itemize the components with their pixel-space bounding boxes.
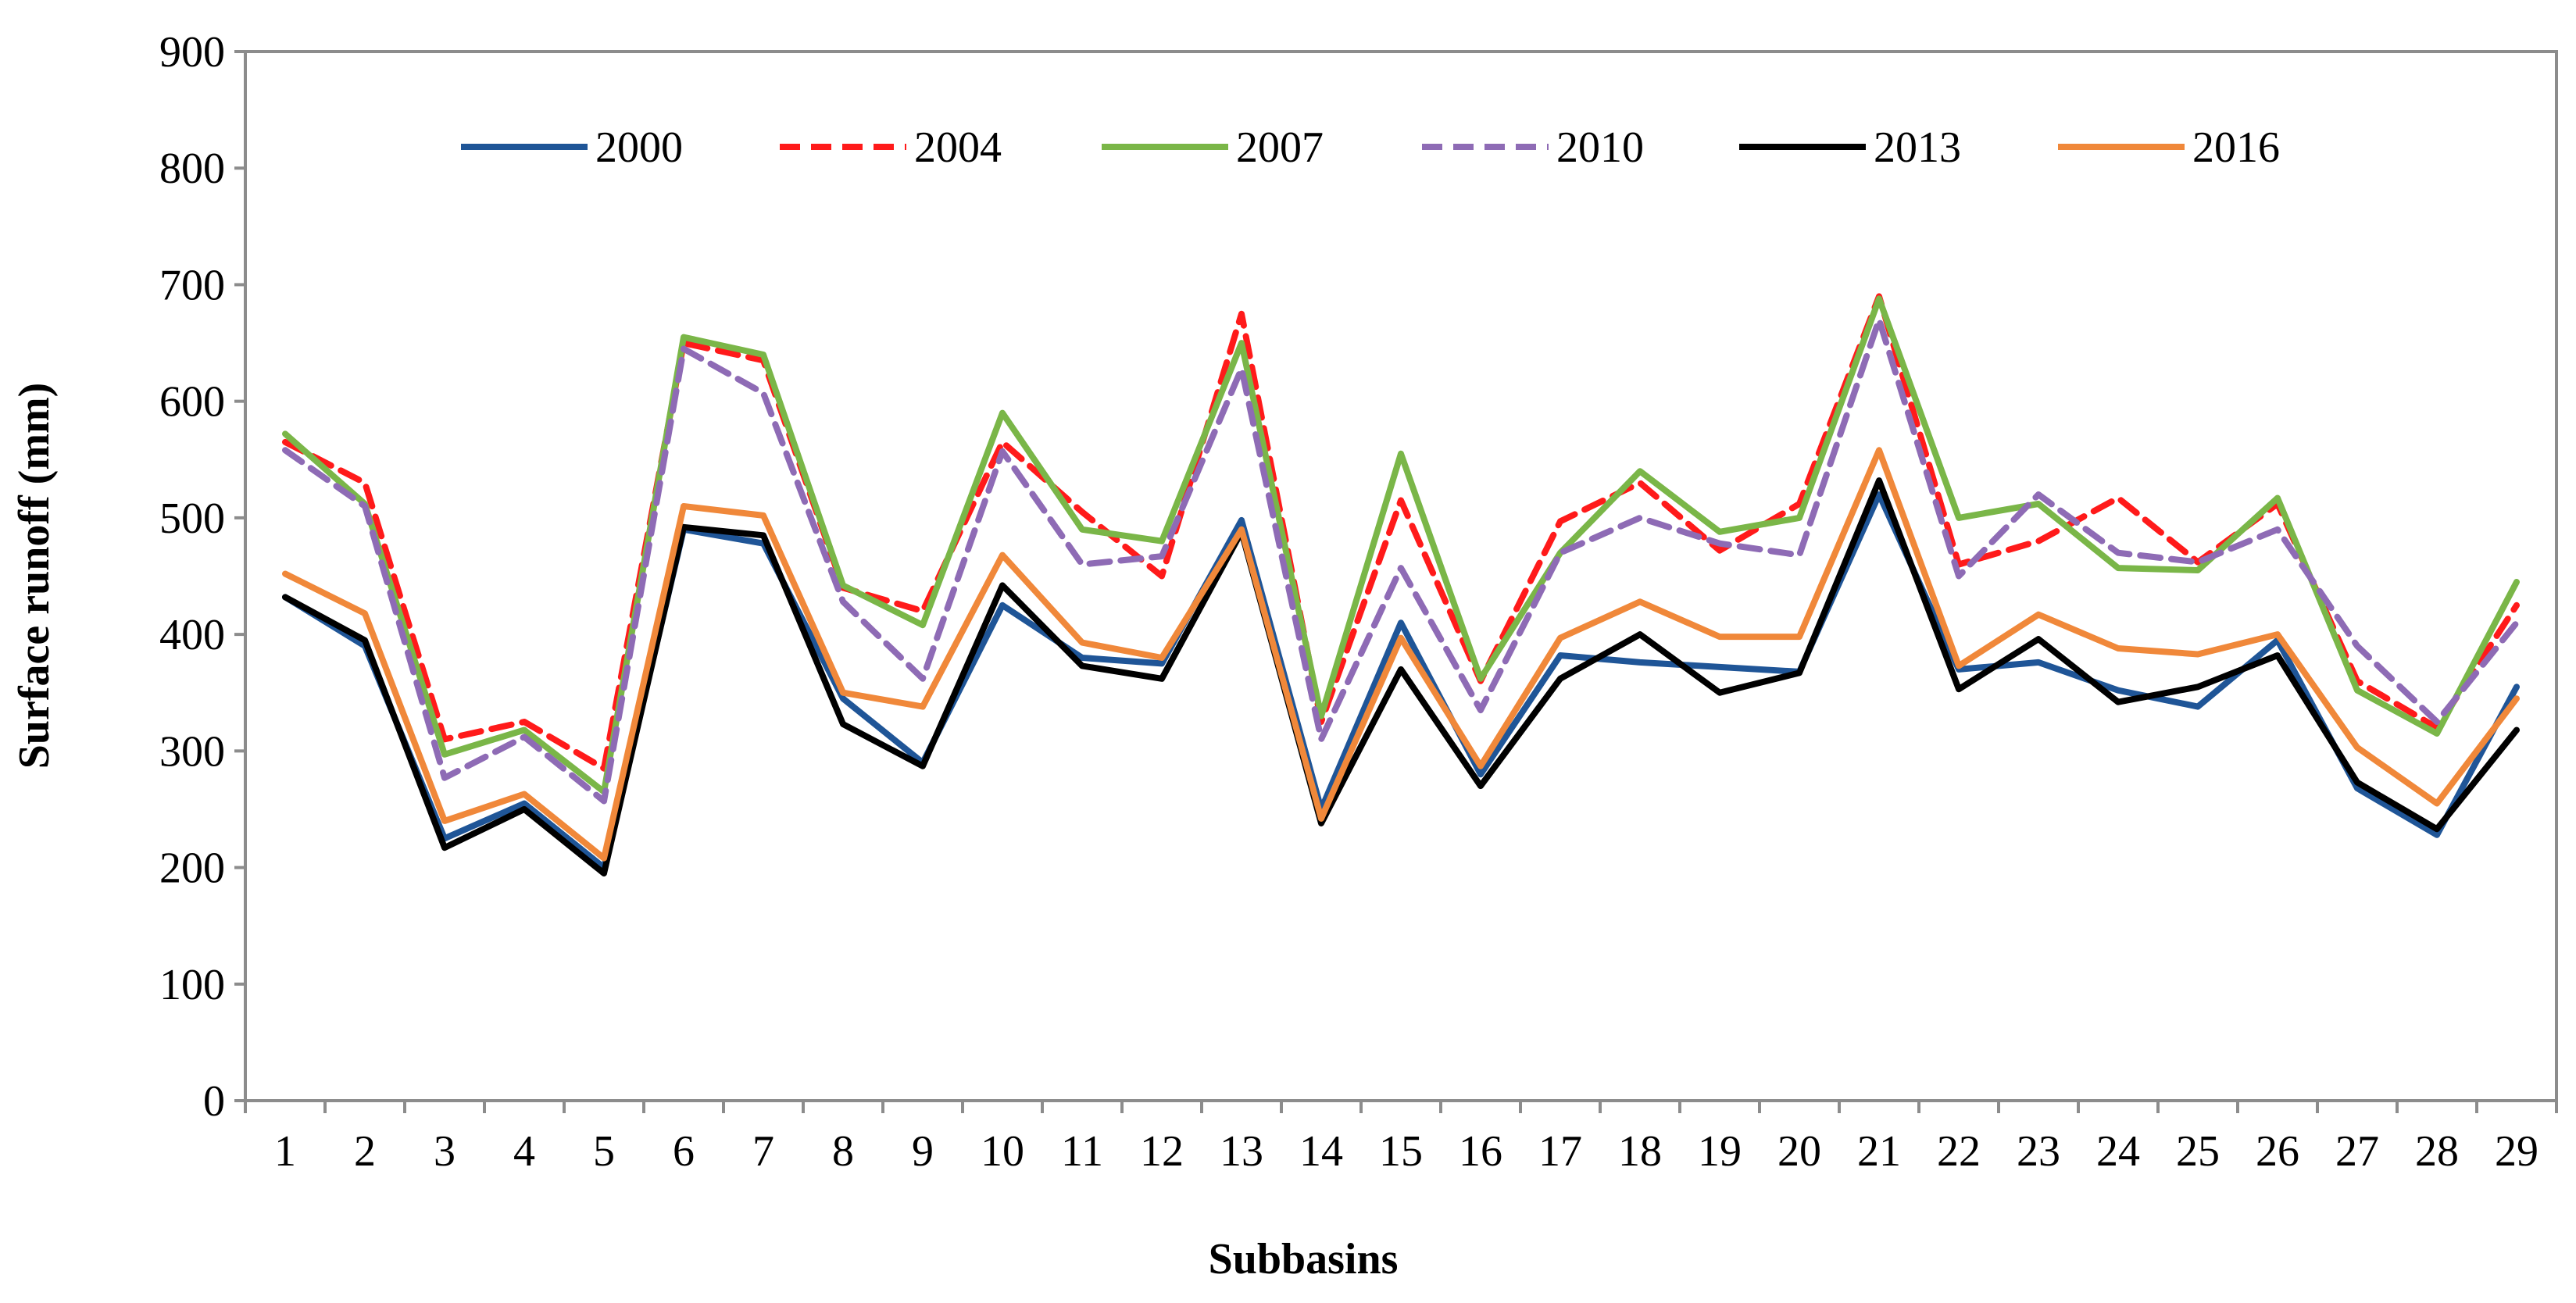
y-axis: 0 100 200 300 400 500 600 700 800 900 <box>159 28 245 1126</box>
x-tick-label: 8 <box>832 1127 854 1176</box>
series-line-2016 <box>282 447 2520 862</box>
x-axis-title: Subbasins <box>1209 1235 1399 1283</box>
x-tick-label: 1 <box>274 1127 296 1176</box>
series-line-2010 <box>282 316 2520 805</box>
legend-label-2007: 2007 <box>1236 123 1324 172</box>
x-tick-label: 17 <box>1538 1127 1582 1176</box>
y-tick-label: 800 <box>159 145 225 193</box>
y-tick-label: 500 <box>159 494 225 543</box>
x-tick-label: 18 <box>1618 1127 1662 1176</box>
y-axis-title: Surface runoff (mm) <box>10 383 59 769</box>
y-tick-label: 200 <box>159 844 225 893</box>
x-tick-label: 22 <box>1937 1127 1981 1176</box>
x-tick-label: 15 <box>1379 1127 1423 1176</box>
legend-label-2004: 2004 <box>914 123 1002 172</box>
x-tick-label: 21 <box>1857 1127 1901 1176</box>
legend-label-2010: 2010 <box>1556 123 1644 172</box>
legend-label-2000: 2000 <box>595 123 683 172</box>
legend-label-2013: 2013 <box>1874 123 1961 172</box>
y-tick-label: 600 <box>159 378 225 427</box>
x-tick-label: 29 <box>2495 1127 2538 1176</box>
x-tick-label: 5 <box>593 1127 615 1176</box>
x-tick-label: 20 <box>1777 1127 1821 1176</box>
x-tick-label: 23 <box>2017 1127 2060 1176</box>
x-tick-label: 11 <box>1061 1127 1103 1176</box>
legend-label-2016: 2016 <box>2192 123 2280 172</box>
legend: 2000 2004 2007 2010 2013 2016 <box>461 123 2280 172</box>
x-tick-label: 19 <box>1698 1127 1742 1176</box>
x-tick-label: 6 <box>673 1127 695 1176</box>
x-tick-label: 28 <box>2415 1127 2459 1176</box>
x-tick-label: 16 <box>1459 1127 1502 1176</box>
x-tick-label: 3 <box>434 1127 456 1176</box>
series-line-2013 <box>282 477 2520 876</box>
x-tick-label: 14 <box>1299 1127 1343 1176</box>
x-tick-label: 10 <box>981 1127 1024 1176</box>
x-tick-label: 26 <box>2256 1127 2299 1176</box>
x-tick-label: 7 <box>752 1127 774 1176</box>
y-tick-label: 300 <box>159 727 225 776</box>
x-tick-label: 13 <box>1220 1127 1263 1176</box>
y-tick-label: 100 <box>159 961 225 1009</box>
x-tick-label: 27 <box>2335 1127 2379 1176</box>
x-tick-label: 4 <box>513 1127 535 1176</box>
y-tick-label: 400 <box>159 611 225 659</box>
y-tick-label: 0 <box>203 1077 225 1126</box>
x-tick-label: 9 <box>912 1127 934 1176</box>
y-tick-label: 700 <box>159 261 225 309</box>
y-tick-label: 900 <box>159 28 225 77</box>
plot-area <box>244 50 2558 1102</box>
x-tick-label: 12 <box>1140 1127 1184 1176</box>
x-tick-label: 25 <box>2176 1127 2220 1176</box>
x-tick-label: 24 <box>2096 1127 2140 1176</box>
x-tick-label: 2 <box>354 1127 376 1176</box>
x-axis: 1 2 3 4 5 6 7 8 9 10 11 12 13 14 15 16 17 18 19 20 21 22 23 24 2… <box>244 1101 2558 1176</box>
series-layer <box>282 293 2520 876</box>
